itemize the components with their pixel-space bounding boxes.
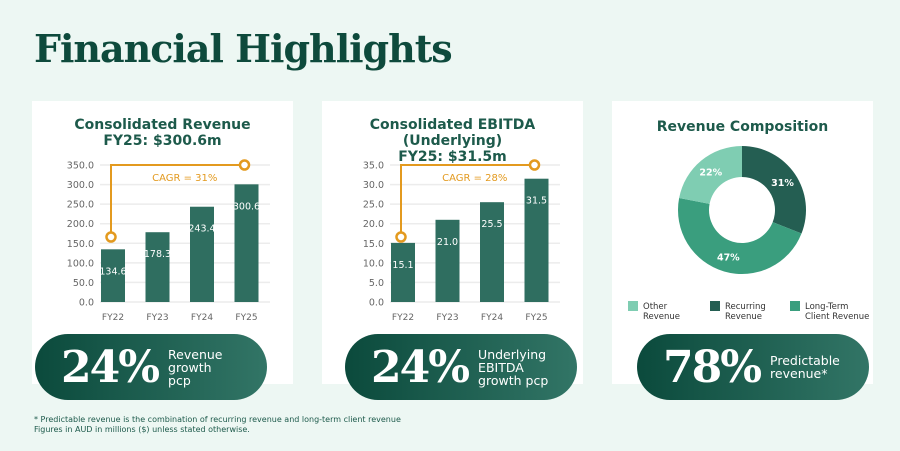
slice-label: 47% xyxy=(717,253,740,264)
x-tick-label: FY25 xyxy=(525,313,547,323)
cagr-start-marker xyxy=(105,231,117,243)
x-tick-label: FY24 xyxy=(481,313,503,323)
pill-value: 78% xyxy=(663,341,762,393)
cagr-line xyxy=(400,164,535,237)
bar-value-label: 21.0 xyxy=(437,237,458,248)
bar-fy24 xyxy=(190,206,214,302)
x-tick-label: FY23 xyxy=(436,313,458,323)
legend-swatch xyxy=(710,301,720,311)
y-tick-label: 100.0 xyxy=(67,258,94,269)
y-tick-label: 150.0 xyxy=(67,239,94,250)
bar-fy22 xyxy=(101,249,125,302)
cagr-label: CAGR = 28% xyxy=(442,173,507,184)
slice-label: 31% xyxy=(771,178,794,189)
slice-label: 22% xyxy=(699,168,722,179)
cagr-end-marker xyxy=(238,159,251,171)
footnote: * Predictable revenue is the combination… xyxy=(34,415,401,435)
x-tick-label: FY22 xyxy=(392,313,414,323)
bar-fy25 xyxy=(524,178,549,302)
legend-swatch xyxy=(790,301,800,311)
legend-label: Revenue xyxy=(725,312,762,322)
bar-fy23 xyxy=(435,219,460,302)
composition-donut-chart: 31%47%22%OtherRevenueRecurringRevenueLon… xyxy=(628,146,869,322)
cagr-line xyxy=(110,164,245,237)
bar-value-label: 243.4 xyxy=(188,224,215,235)
legend-label: Other xyxy=(643,302,668,312)
legend-swatch xyxy=(628,301,638,311)
bar-fy24 xyxy=(480,202,504,302)
pill-label: Revenue growth pcp xyxy=(168,346,223,388)
y-tick-label: 250.0 xyxy=(67,200,94,211)
legend-label: Long-Term xyxy=(805,302,848,312)
y-tick-label: 0.0 xyxy=(369,298,384,309)
y-tick-label: 35.0 xyxy=(363,161,384,172)
y-tick-label: 25.0 xyxy=(363,200,384,211)
composition-chart-title: Revenue Composition xyxy=(656,119,829,135)
x-tick-label: FY22 xyxy=(102,313,124,323)
y-tick-label: 50.0 xyxy=(73,278,94,289)
slice-other-revenue xyxy=(679,146,742,204)
bar-value-label: 134.6 xyxy=(99,266,126,277)
y-tick-label: 350.0 xyxy=(67,161,94,172)
page-title: Financial Highlights xyxy=(34,26,453,71)
y-tick-label: 20.0 xyxy=(363,219,384,230)
cagr-end-marker xyxy=(528,159,541,171)
cagr-label: CAGR = 31% xyxy=(152,173,217,184)
y-tick-label: 30.0 xyxy=(363,180,384,191)
bar-value-label: 31.5 xyxy=(526,196,547,207)
revenue-growth-pill: 24% Revenue growth pcp xyxy=(35,334,267,400)
footnote-line: Figures in AUD in millions ($) unless st… xyxy=(34,425,250,434)
bar-fy22 xyxy=(391,242,415,302)
y-tick-label: 15.0 xyxy=(363,239,384,250)
x-tick-label: FY25 xyxy=(235,313,257,323)
bar-value-label: 15.1 xyxy=(392,260,413,271)
legend-label: Revenue xyxy=(643,312,680,322)
pill-label: Predictable revenue* xyxy=(770,353,840,381)
bar-fy25 xyxy=(234,184,259,302)
bar-value-label: 25.5 xyxy=(481,219,502,230)
revenue-bar-chart: 0.0 50.0 100.0 150.0 200.0 250.0 300.0 350.0 134… xyxy=(67,159,270,323)
y-tick-label: 10.0 xyxy=(363,258,384,269)
bar-value-label: 300.6 xyxy=(233,201,260,212)
predictable-revenue-pill: 78% Predictable revenue* xyxy=(637,334,869,400)
footnote-line: * Predictable revenue is the combination… xyxy=(34,415,401,424)
y-tick-label: 5.0 xyxy=(369,278,384,289)
cagr-start-marker xyxy=(395,231,407,243)
x-tick-label: FY23 xyxy=(146,313,168,323)
bar-value-label: 178.3 xyxy=(144,249,171,260)
pill-label: Underlying EBITDA growth pcp xyxy=(478,346,549,388)
slice-recurring-revenue xyxy=(742,146,806,234)
legend-label: Client Revenue xyxy=(805,312,869,322)
legend-label: Recurring xyxy=(725,302,766,312)
y-tick-label: 300.0 xyxy=(67,180,94,191)
y-tick-label: 0.0 xyxy=(79,298,94,309)
slice-long-term-client-revenue xyxy=(678,198,802,274)
y-tick-label: 200.0 xyxy=(67,219,94,230)
ebitda-chart-title: Consolidated EBITDA (Underlying) FY25: $… xyxy=(369,117,536,165)
revenue-chart-title: Consolidated Revenue FY25: $300.6m xyxy=(74,117,251,149)
ebitda-bar-chart: 0.0 5.0 10.0 15.0 20.0 25.0 30.0 35.0 15.1 FY22 21… xyxy=(363,159,560,323)
bar-fy23 xyxy=(145,232,170,302)
pill-value: 24% xyxy=(371,341,470,393)
ebitda-growth-pill: 24% Underlying EBITDA growth pcp xyxy=(345,334,577,400)
pill-value: 24% xyxy=(61,341,160,393)
x-tick-label: FY24 xyxy=(191,313,213,323)
